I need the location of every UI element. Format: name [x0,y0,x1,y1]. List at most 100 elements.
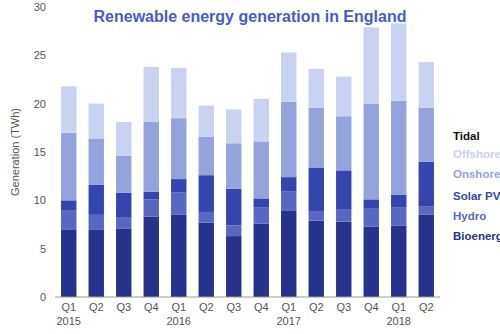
bar-segment [309,167,324,211]
bar-segment [391,101,406,195]
bar-segment [226,109,241,110]
bar-segment [281,52,296,53]
bar-segment [226,236,241,297]
y-axis-label: Generation (TWh) [9,108,21,196]
bar-segment [364,199,379,208]
x-tick-label: Q12017 [277,301,301,327]
tick-mark [52,152,55,153]
y-tick-label: 25 [34,49,46,61]
bar-segment [116,228,131,297]
bar-segment [419,62,434,63]
bar-segment [391,207,406,225]
bar-segment [144,66,159,67]
y-tick-label: 5 [40,243,46,255]
bar-segment [419,215,434,297]
bar-segment [419,108,434,162]
bar-segment [419,62,434,107]
bar-segment [309,211,324,221]
bar-segment [61,229,76,297]
bar-segment [171,68,186,118]
bar-segment [281,102,296,177]
bar-segment [89,138,104,184]
bar-segment [336,77,351,117]
bar-segment [89,185,104,215]
bar-segment [364,27,379,28]
bar-segment [144,217,159,297]
tick-mark [52,297,55,298]
bar-segment [309,108,324,168]
x-axis-line [55,297,440,298]
x-tick-label: Q2 [419,301,434,313]
bar-segment [199,106,214,137]
bar-segment [199,137,214,176]
bar-segment [254,99,269,142]
bar-segment [144,192,159,200]
bar-segment [61,86,76,87]
y-tick-label: 15 [34,146,46,158]
bar-segment [61,210,76,229]
bar-segment [254,141,269,198]
tick-mark [52,55,55,56]
legend-label: Offshore wind [453,148,500,160]
x-tick-label: Q3 [116,301,131,313]
bar-segment [116,122,131,156]
x-tick-label: Q2 [309,301,324,313]
bar-segment [89,104,104,139]
bar-segment [116,156,131,193]
legend-label: Onshore wind [453,168,500,180]
bar-segment [89,229,104,297]
bar-segment [419,162,434,206]
bar-segment [199,212,214,223]
x-tick-label: Q12016 [167,301,191,327]
tick-mark [52,200,55,201]
bar-segment [226,143,241,188]
title: Renewable energy generation in England [94,8,407,25]
x-tick-label: Q12015 [57,301,81,327]
bar-segment [254,98,269,99]
bar-segment [89,103,104,104]
bar-segment [309,68,324,69]
bars [61,23,434,297]
bar-segment [281,192,296,211]
legend-label: Bioenergy [453,230,500,242]
bar-segment [364,208,379,226]
bar-segment [336,222,351,297]
x-tick-label: Q4 [144,301,159,313]
bar-segment [364,104,379,200]
chart: Renewable energy generation in England Ge… [0,0,500,334]
y-tick-label: 0 [40,291,46,303]
bar-segment [391,225,406,297]
x-tick-label: Q12018 [387,301,411,327]
bar-segment [61,86,76,132]
bar-segment [116,122,131,123]
x-tick-label: Q3 [226,301,241,313]
bar-segment [226,225,241,236]
x-tick-label: Q2 [199,301,214,313]
bar-segment [171,193,186,215]
y-tick-label: 10 [34,194,46,206]
legend-label: Solar PV [453,190,500,202]
bar-segment [144,122,159,192]
bar-segment [391,23,406,24]
bar-segment [144,199,159,216]
bar-segment [171,67,186,68]
bar-segment [116,218,131,229]
tick-mark [52,7,55,8]
bar-segment [199,175,214,212]
legend-label: Tidal [453,130,480,142]
bar-segment [309,69,324,108]
bar-segment [391,195,406,208]
x-tick-label: Q2 [89,301,104,313]
x-tick-label: Q4 [254,301,269,313]
bar-segment [199,223,214,297]
bar-segment [61,200,76,210]
bar-segment [171,118,186,179]
bar-segment [226,109,241,143]
bar-segment [336,170,351,209]
bar-segment [419,206,434,215]
tick-mark [52,103,55,104]
bar-segment [281,177,296,192]
bar-segment [226,189,241,226]
bar-segment [336,116,351,170]
bar-segment [391,23,406,100]
